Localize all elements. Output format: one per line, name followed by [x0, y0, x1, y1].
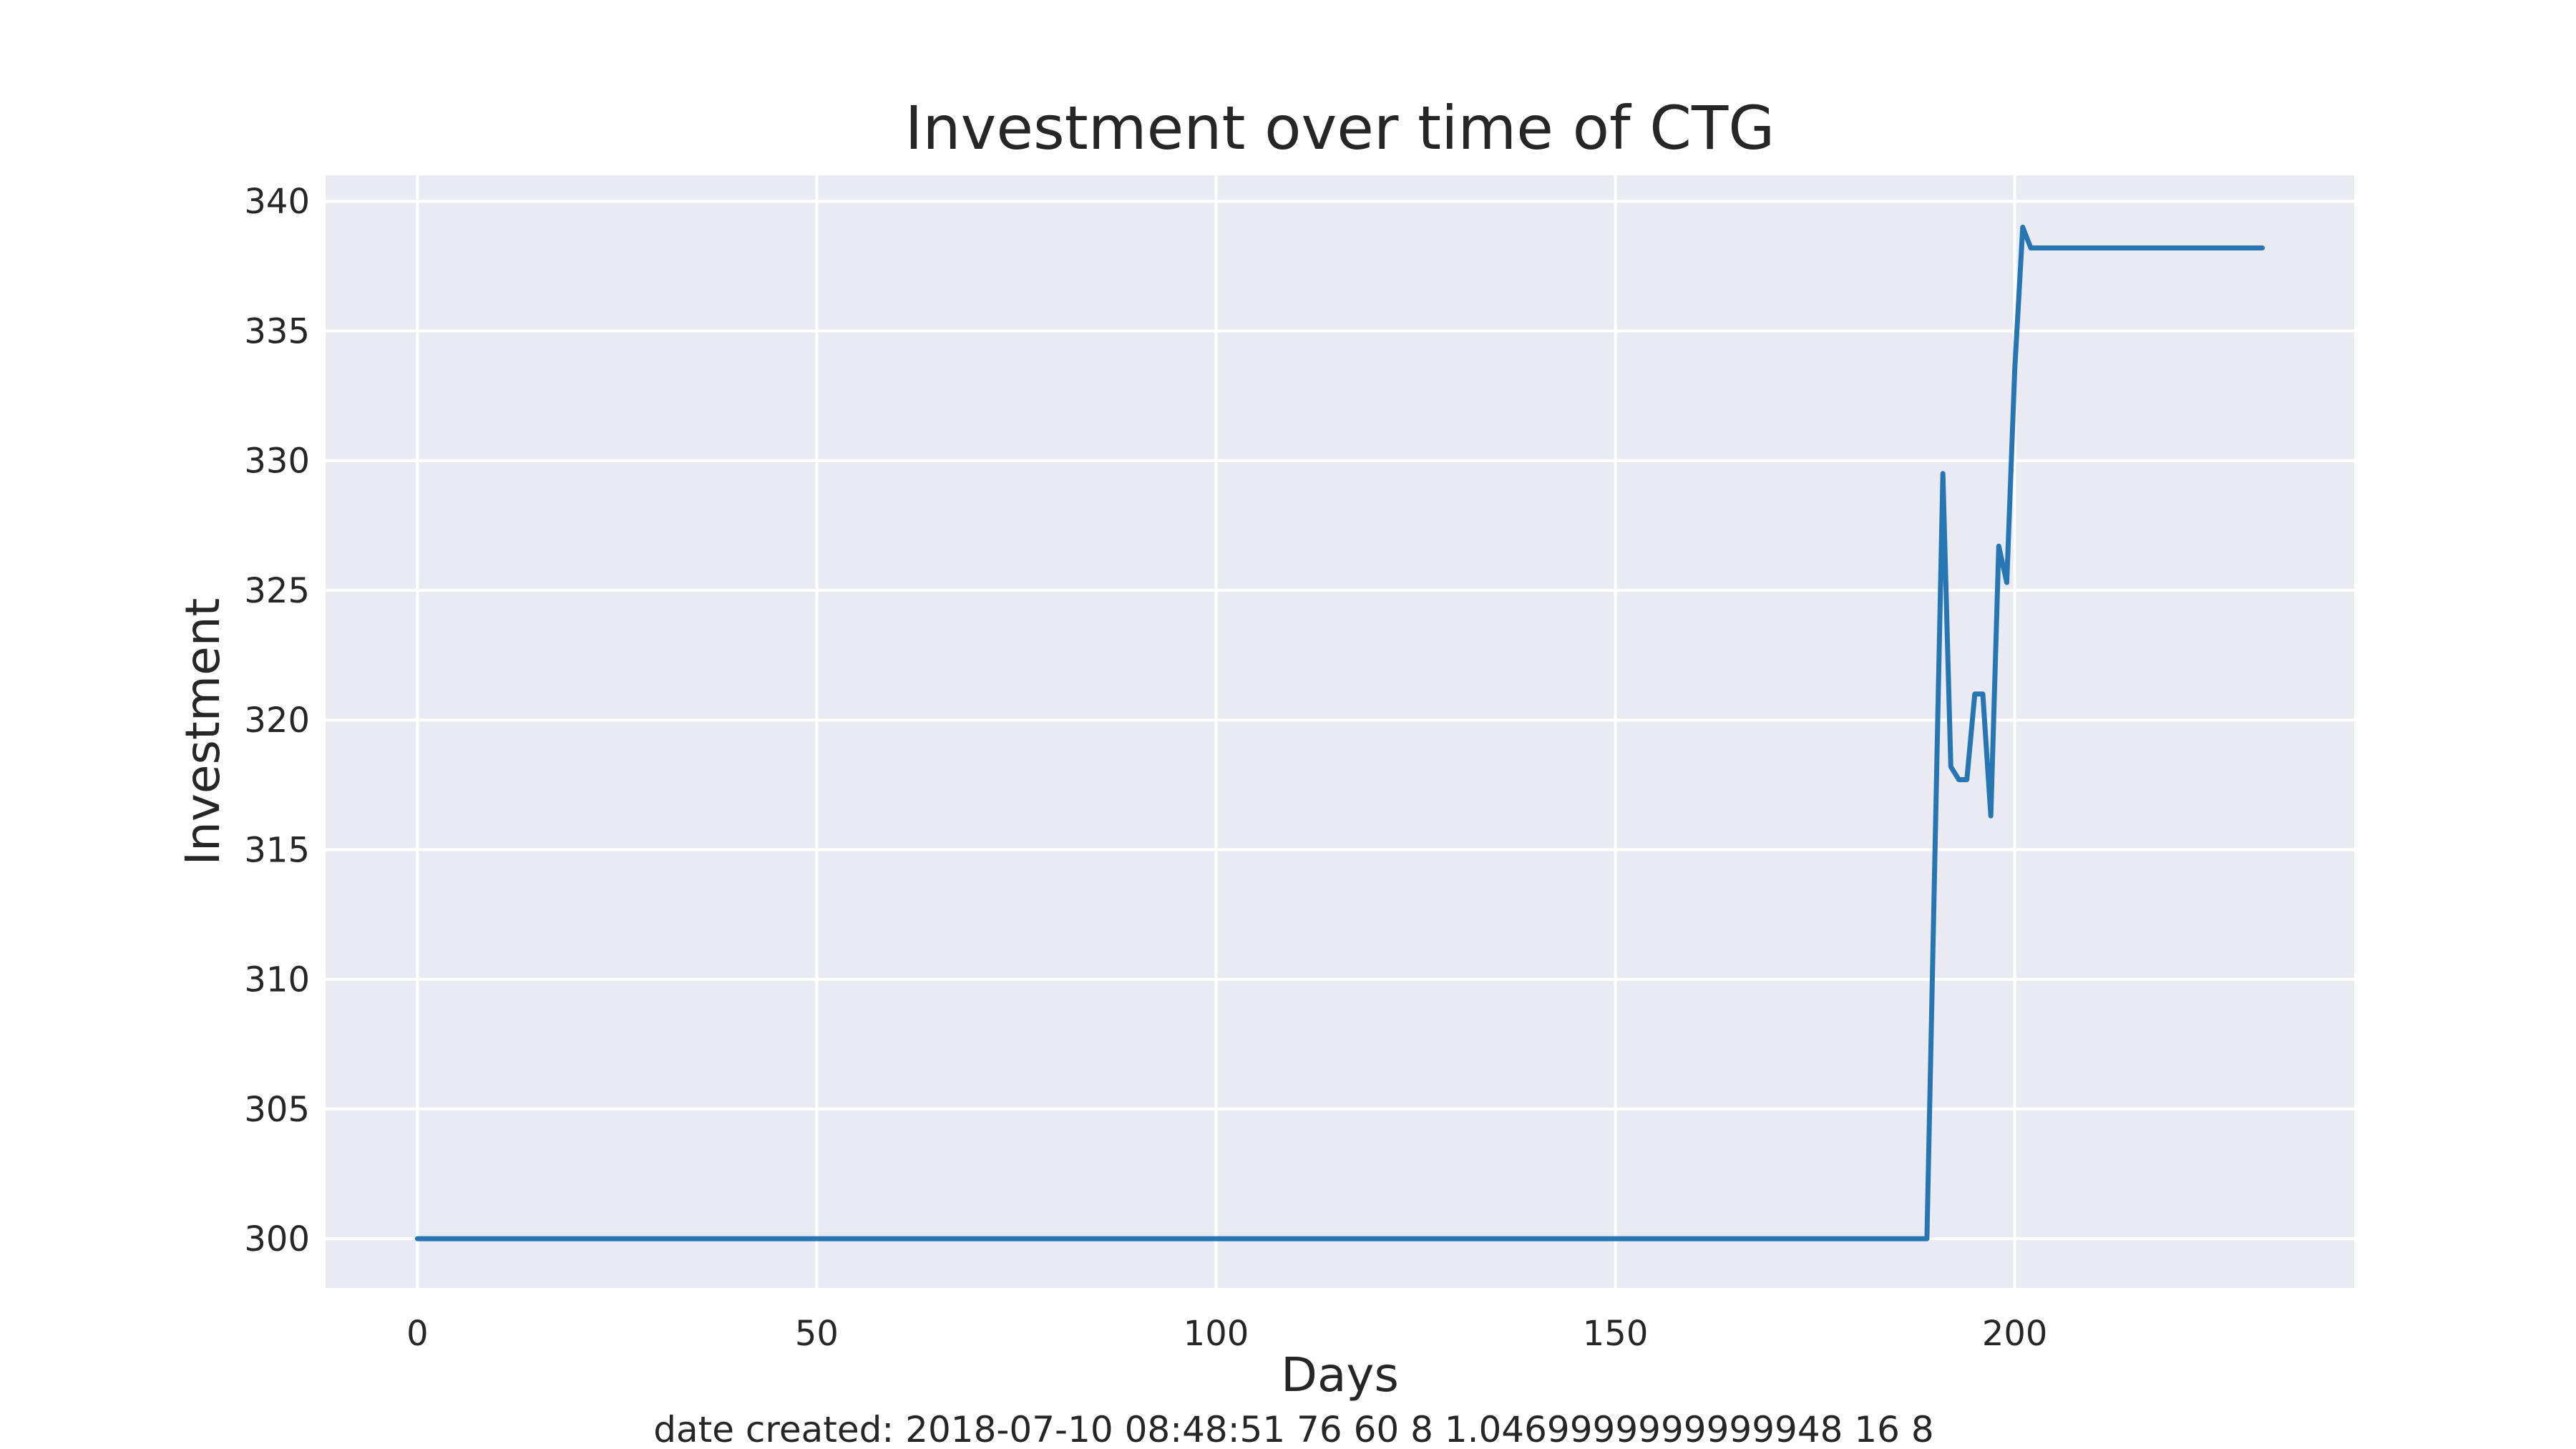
- y-axis-title: Investment: [175, 598, 230, 866]
- y-tick-label: 305: [244, 1090, 310, 1130]
- x-tick-label: 200: [1982, 1314, 2048, 1354]
- x-tick-label: 0: [406, 1314, 429, 1354]
- y-tick-label: 310: [244, 960, 310, 1000]
- y-tick-label: 300: [244, 1219, 310, 1259]
- y-tick-label: 325: [244, 571, 310, 611]
- y-tick-label: 320: [244, 701, 310, 741]
- y-tick-label: 315: [244, 830, 310, 870]
- x-tick-label: 50: [795, 1314, 839, 1354]
- x-axis-ticks: 0 50 100 150 200: [406, 1314, 2047, 1354]
- x-axis-title: Days: [1281, 1347, 1399, 1402]
- y-axis-ticks: 300 305 310 315 320 325 330 335 340: [244, 182, 310, 1259]
- x-tick-label: 100: [1184, 1314, 1249, 1354]
- grid: [326, 175, 2354, 1288]
- y-tick-label: 340: [244, 182, 310, 222]
- y-tick-label: 335: [244, 311, 310, 351]
- plot-area: [326, 175, 2354, 1288]
- y-tick-label: 330: [244, 441, 310, 482]
- x-tick-label: 150: [1583, 1314, 1649, 1354]
- date-created-footnote: date created: 2018-07-10 08:48:51 76 60 …: [653, 1409, 1933, 1449]
- series-layer: [414, 225, 2265, 1241]
- investment-line: [414, 225, 2265, 1241]
- chart-title: Investment over time of CTG: [905, 93, 1775, 163]
